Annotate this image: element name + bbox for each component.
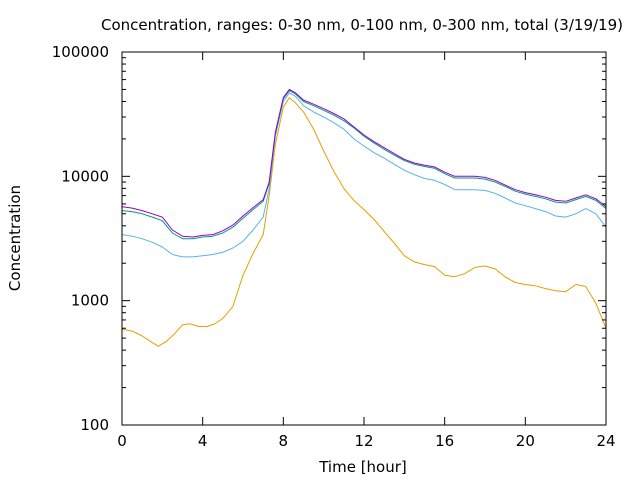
y-tick-label: 100000	[52, 43, 109, 61]
series-line-1	[121, 97, 607, 347]
y-tick-label: 100	[80, 416, 109, 434]
series-line-3	[121, 90, 607, 240]
chart-title: Concentration, ranges: 0-30 nm, 0-100 nm…	[101, 16, 623, 34]
x-tick-label: 24	[596, 432, 615, 450]
axes-layer: 0 4 8 12 16 20 24 100 1000 10000 100000	[52, 43, 616, 450]
series-layer	[121, 88, 607, 347]
y-tick-label: 1000	[71, 292, 109, 310]
series-line-4	[121, 88, 607, 238]
x-axis-label: Time [hour]	[318, 458, 407, 476]
x-tick-label: 16	[435, 432, 454, 450]
x-tick-label: 20	[516, 432, 535, 450]
x-tick-label: 12	[354, 432, 373, 450]
y-tick-label: 10000	[61, 167, 109, 185]
series-line-2	[121, 92, 607, 258]
y-axis-label: Concentration	[6, 185, 24, 291]
x-tick-label: 8	[279, 432, 289, 450]
x-tick-label: 0	[117, 432, 127, 450]
x-tick-label: 4	[198, 432, 208, 450]
